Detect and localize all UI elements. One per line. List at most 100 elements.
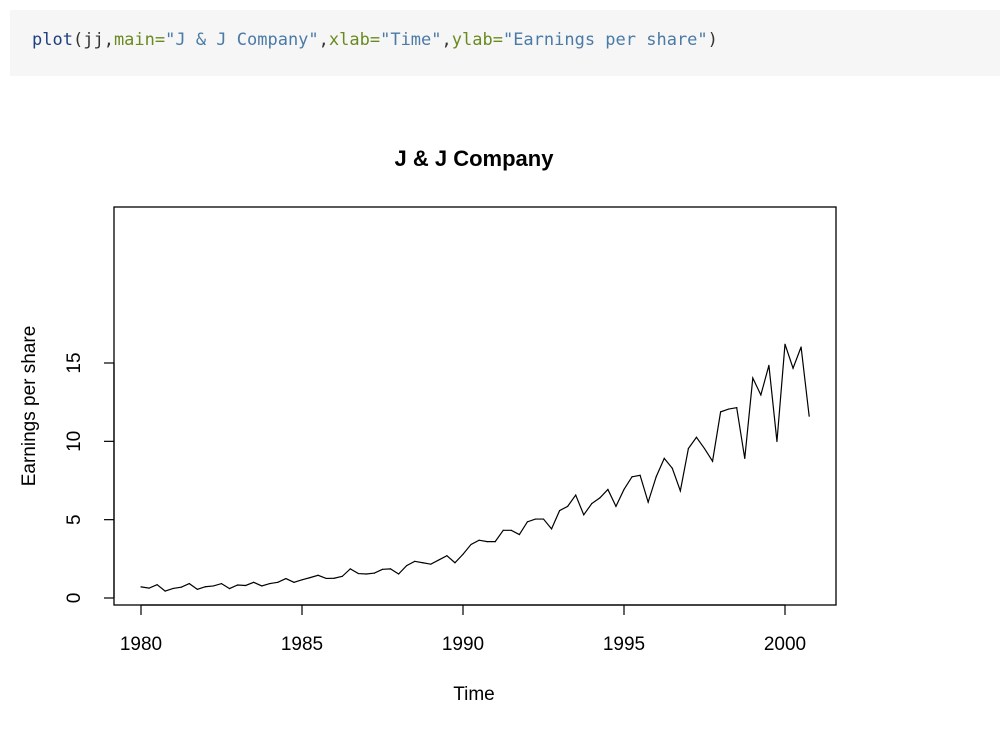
data-point	[736, 407, 738, 409]
data-point	[438, 559, 440, 561]
data-point	[293, 581, 295, 583]
data-point	[357, 572, 359, 575]
data-point	[285, 577, 287, 580]
x-tick-label: 1995	[603, 634, 645, 655]
data-point	[792, 367, 794, 369]
data-point	[728, 408, 730, 410]
series-line	[140, 344, 810, 592]
code-arg-main-value: "J & J Company"	[165, 30, 319, 50]
code-comma: ,	[441, 30, 452, 50]
data-point	[679, 490, 681, 492]
x-tick-label: 1980	[120, 634, 162, 655]
data-point	[430, 563, 432, 565]
data-point	[559, 509, 561, 512]
data-point	[148, 587, 150, 589]
y-tick-label: 0	[64, 593, 85, 604]
data-point	[180, 586, 182, 588]
data-point	[494, 541, 496, 543]
code-arg-data: jj	[83, 30, 104, 50]
data-point	[655, 476, 657, 478]
x-tick-label: 1985	[281, 634, 323, 655]
y-tick-label: 15	[64, 352, 85, 373]
data-point	[695, 436, 698, 438]
code-block: plot(jj,main="J & J Company",xlab="Time"…	[10, 10, 1000, 76]
data-point	[188, 582, 190, 585]
data-point	[277, 581, 279, 583]
y-tick-label: 5	[64, 514, 85, 525]
code-close-paren: )	[707, 30, 718, 50]
data-point	[623, 488, 625, 491]
data-point	[196, 588, 198, 590]
data-point	[784, 343, 786, 345]
data-point	[663, 457, 665, 460]
chart-title: J & J Company	[395, 146, 555, 171]
data-point	[261, 585, 263, 587]
plot-frame	[113, 206, 837, 606]
data-point	[325, 577, 327, 580]
data-point	[156, 584, 158, 586]
x-tick-label: 1990	[442, 634, 484, 655]
data-point	[398, 573, 400, 575]
data-point	[478, 539, 480, 541]
data-point	[647, 501, 649, 503]
data-point	[309, 577, 311, 579]
code-open-paren: (	[72, 30, 84, 50]
data-point	[744, 457, 746, 460]
data-points	[140, 343, 810, 592]
data-point	[599, 497, 601, 499]
data-point	[639, 474, 641, 476]
data-point	[703, 447, 706, 450]
data-point	[615, 505, 617, 507]
line-chart: J & J Company 1980 1985 1990 1995 2000 0 5 10 15…	[19, 146, 837, 705]
data-point	[164, 590, 166, 592]
data-point	[422, 562, 424, 564]
data-point	[317, 574, 319, 576]
data-point	[470, 543, 472, 546]
data-point	[253, 581, 255, 583]
data-point	[486, 541, 488, 543]
data-point	[671, 467, 673, 469]
code-arg-main-key: main=	[113, 30, 166, 50]
data-point	[212, 585, 215, 587]
y-axis-label: Earnings per share	[19, 326, 40, 487]
data-point	[220, 582, 223, 585]
data-point	[752, 377, 754, 379]
data-point	[172, 587, 174, 590]
y-tick-label: 10	[64, 431, 85, 452]
x-axis-label: Time	[453, 684, 495, 705]
axes: 1980 1985 1990 1995 2000 0 5 10 15	[64, 352, 806, 655]
plot-area: J & J Company 1980 1985 1990 1995 2000 0 5 10 15…	[0, 110, 1000, 750]
data-point	[591, 502, 593, 505]
data-point	[301, 579, 303, 581]
data-point	[760, 394, 762, 396]
data-point	[502, 529, 504, 531]
data-point	[583, 514, 585, 516]
data-point	[389, 568, 392, 570]
data-point	[534, 518, 537, 520]
data-point	[237, 584, 239, 586]
data-point	[341, 575, 343, 577]
data-point	[687, 447, 690, 450]
code-arg-xlab-value: "Time"	[380, 30, 442, 50]
data-point	[567, 505, 569, 507]
data-point	[526, 521, 529, 523]
data-point	[462, 553, 464, 555]
data-point	[414, 560, 416, 562]
data-point	[550, 528, 553, 530]
data-point	[776, 440, 778, 443]
data-point	[204, 586, 206, 588]
data-point	[446, 555, 448, 557]
data-point	[373, 572, 376, 574]
code-comma: ,	[318, 30, 329, 50]
data-point	[631, 476, 633, 478]
data-point	[607, 488, 609, 491]
x-tick-label: 2000	[764, 634, 806, 655]
data-point	[808, 415, 810, 417]
data-point	[381, 568, 384, 570]
data-point	[406, 564, 408, 567]
data-point	[365, 573, 367, 575]
data-point	[720, 411, 722, 413]
data-point	[140, 586, 142, 588]
code-function: plot	[32, 30, 73, 50]
data-point	[575, 494, 577, 496]
